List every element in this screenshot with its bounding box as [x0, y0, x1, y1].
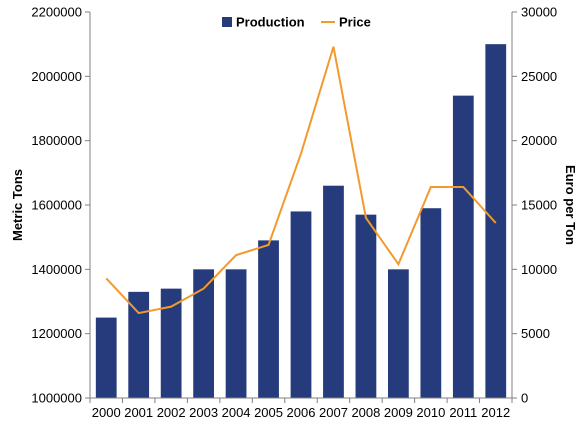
x-tick-label-2005: 2005	[254, 405, 283, 420]
x-tick-label-2008: 2008	[351, 405, 380, 420]
right-tick-label: 10000	[521, 262, 557, 277]
legend-price-label: Price	[339, 15, 371, 30]
right-tick-label: 25000	[521, 69, 557, 84]
production-bar-2010	[420, 208, 442, 398]
production-bar-2005	[258, 240, 279, 398]
left-tick-label: 1200000	[31, 326, 82, 341]
production-bar-2003	[193, 269, 215, 398]
left-tick-label: 1800000	[31, 133, 82, 148]
x-tick-label-2002: 2002	[157, 405, 186, 420]
production-bar-2004	[225, 269, 247, 398]
price-line-layer	[105, 46, 497, 315]
ticks-layer	[85, 11, 517, 403]
x-tick-label-2010: 2010	[416, 405, 445, 420]
right-tick-label: 5000	[521, 326, 550, 341]
production-bar-2002	[160, 288, 182, 398]
x-tick-label-2009: 2009	[384, 405, 413, 420]
legend-production-swatch	[222, 17, 232, 27]
left-tick-label: 2000000	[31, 69, 82, 84]
production-bar-2001	[128, 291, 150, 398]
production-bar-2007	[323, 185, 344, 398]
right-tick-label: 15000	[521, 198, 557, 213]
x-tick-label-2011: 2011	[449, 405, 477, 420]
legend-production-label: Production	[236, 15, 305, 30]
left-tick-label: 1000000	[31, 391, 82, 406]
production-bar-2008	[355, 214, 377, 398]
production-bar-2006	[290, 211, 312, 398]
production-bar-2009	[387, 269, 409, 398]
left-axis-title: Metric Tons	[10, 169, 25, 241]
left-tick-label: 2200000	[31, 5, 82, 20]
left-tick-label: 1600000	[31, 198, 82, 213]
x-tick-label-2003: 2003	[189, 405, 218, 420]
x-tick-label-2004: 2004	[222, 405, 251, 420]
legend: Production Price	[222, 15, 371, 30]
x-tick-label-2006: 2006	[287, 405, 316, 420]
x-tick-label-2000: 2000	[92, 405, 121, 420]
x-tick-label-2012: 2012	[481, 405, 510, 420]
price-line	[105, 46, 497, 315]
bars-layer	[95, 44, 507, 399]
production-bar-2012	[485, 44, 507, 399]
right-tick-label: 0	[521, 391, 528, 406]
left-tick-label: 1400000	[31, 262, 82, 277]
x-tick-label-2007: 2007	[319, 405, 348, 420]
production-bar-2011	[452, 95, 474, 398]
right-tick-label: 20000	[521, 133, 557, 148]
right-axis-title: Euro per Ton	[563, 165, 578, 245]
production-bar-2000	[95, 317, 117, 398]
x-tick-label-2001: 2001	[124, 405, 153, 420]
tick-labels-layer: 1000000120000014000001600000180000020000…	[31, 5, 557, 421]
right-tick-label: 30000	[521, 5, 557, 20]
